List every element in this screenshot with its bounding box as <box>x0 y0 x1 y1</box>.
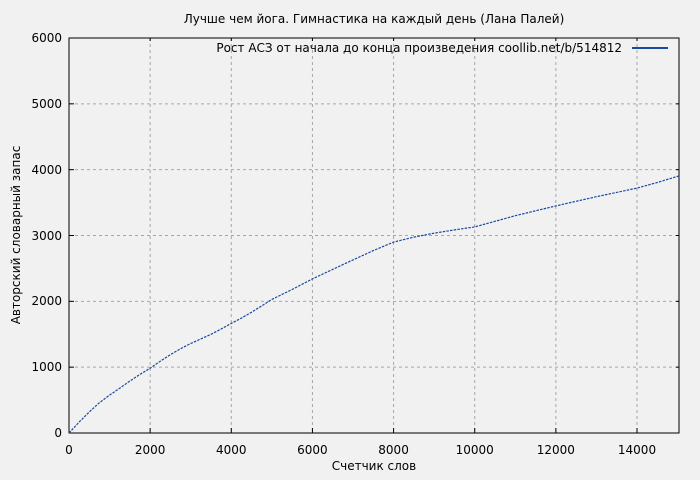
y-tick-label: 6000 <box>31 31 62 45</box>
x-tick-label: 4000 <box>216 443 247 457</box>
data-line <box>68 175 680 434</box>
x-tick-label: 12000 <box>536 443 575 457</box>
x-tick-label: 8000 <box>378 443 409 457</box>
x-tick-label: 6000 <box>297 443 328 457</box>
x-tick-label: 10000 <box>455 443 494 457</box>
y-tick-label: 1000 <box>31 360 62 375</box>
y-tick-label: 3000 <box>31 228 62 243</box>
y-tick-label: 0 <box>54 426 62 440</box>
y-tick-labels: 0 1000 2000 3000 4000 5000 6000 <box>0 0 62 480</box>
x-tick-label: 14000 <box>617 443 657 457</box>
y-tick-label: 5000 <box>31 96 62 111</box>
y-tick-label: 4000 <box>31 162 62 177</box>
y-tick-label: 2000 <box>31 294 62 309</box>
x-tick-label: 0 <box>65 443 73 457</box>
chart-title: Лучше чем йога. Гимнастика на каждый ден… <box>183 12 565 26</box>
legend: Рост АСЗ от начала до конца произведения… <box>216 41 668 55</box>
legend-label: Рост АСЗ от начала до конца произведения… <box>216 41 622 55</box>
legend-line-sample <box>632 47 668 49</box>
x-axis-label: Счетчик слов <box>331 459 417 473</box>
x-tick-labels: 0 2000 4000 6000 8000 10000 12000 14000 <box>0 443 700 459</box>
x-tick-label: 2000 <box>134 443 166 457</box>
